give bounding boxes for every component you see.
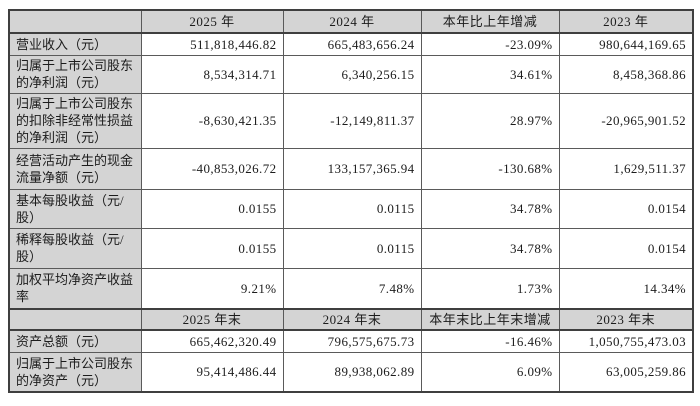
value-cell: 1,050,755,473.03 bbox=[558, 329, 694, 353]
row-label: 资产总额（元） bbox=[8, 329, 142, 353]
header-2024-end: 2024 年末 bbox=[282, 308, 422, 331]
row-label: 营业收入（元） bbox=[8, 32, 142, 56]
row-label: 稀释每股收益（元/股） bbox=[8, 227, 142, 269]
row-label: 基本每股收益（元/股） bbox=[8, 188, 142, 229]
value-cell: 7.48% bbox=[282, 267, 422, 310]
value-cell: 6.09% bbox=[420, 351, 560, 393]
value-cell: -130.68% bbox=[420, 147, 560, 190]
header-yoy-change: 本年比上年增减 bbox=[420, 9, 560, 34]
value-cell: 0.0115 bbox=[282, 188, 422, 229]
value-cell: 0.0155 bbox=[140, 227, 284, 269]
period-end-header-row: 2025 年末 2024 年末 本年末比上年末增减 2023 年末 bbox=[8, 308, 694, 331]
table-row-basic-eps: 基本每股收益（元/股） 0.0155 0.0115 34.78% 0.0154 bbox=[8, 188, 694, 229]
value-cell: 1.73% bbox=[420, 267, 560, 310]
value-cell: -12,149,811.37 bbox=[282, 92, 422, 149]
value-cell: 34.78% bbox=[420, 188, 560, 229]
value-cell: -20,965,901.52 bbox=[558, 92, 694, 149]
value-cell: 980,644,169.65 bbox=[558, 32, 694, 56]
value-cell: 89,938,062.89 bbox=[282, 351, 422, 393]
table-row-net-profit-excl-nonrecurring: 归属于上市公司股东的扣除非经常性损益的净利润（元） -8,630,421.35 … bbox=[8, 92, 694, 149]
table-row-revenue: 营业收入（元） 511,818,446.82 665,483,656.24 -2… bbox=[8, 32, 694, 56]
value-cell: 133,157,365.94 bbox=[282, 147, 422, 190]
period-header-row: 2025 年 2024 年 本年比上年增减 2023 年 bbox=[8, 9, 694, 34]
value-cell: 34.78% bbox=[420, 227, 560, 269]
value-cell: 28.97% bbox=[420, 92, 560, 149]
row-label: 归属于上市公司股东的净资产（元） bbox=[8, 351, 142, 393]
value-cell: 665,483,656.24 bbox=[282, 32, 422, 56]
row-label: 经营活动产生的现金流量净额（元） bbox=[8, 147, 142, 190]
corner-cell bbox=[8, 9, 142, 34]
corner-cell bbox=[8, 308, 142, 331]
header-2025-end: 2025 年末 bbox=[140, 308, 284, 331]
table-row-total-assets: 资产总额（元） 665,462,320.49 796,575,675.73 -1… bbox=[8, 329, 694, 353]
header-yoy-end-change: 本年末比上年末增减 bbox=[420, 308, 560, 331]
value-cell: 0.0155 bbox=[140, 188, 284, 229]
table-row-operating-cash-flow: 经营活动产生的现金流量净额（元） -40,853,026.72 133,157,… bbox=[8, 147, 694, 190]
value-cell: 9.21% bbox=[140, 267, 284, 310]
value-cell: 63,005,259.86 bbox=[558, 351, 694, 393]
header-2025: 2025 年 bbox=[140, 9, 284, 34]
header-2024: 2024 年 bbox=[282, 9, 422, 34]
header-2023: 2023 年 bbox=[558, 9, 694, 34]
value-cell: -40,853,026.72 bbox=[140, 147, 284, 190]
value-cell: 0.0154 bbox=[558, 227, 694, 269]
value-cell: -16.46% bbox=[420, 329, 560, 353]
row-label: 归属于上市公司股东的净利润（元） bbox=[8, 54, 142, 94]
financial-summary-table: 2025 年 2024 年 本年比上年增减 2023 年 营业收入（元） 511… bbox=[8, 9, 694, 393]
row-label: 加权平均净资产收益率 bbox=[8, 267, 142, 310]
table-row-diluted-eps: 稀释每股收益（元/股） 0.0155 0.0115 34.78% 0.0154 bbox=[8, 227, 694, 269]
value-cell: 0.0154 bbox=[558, 188, 694, 229]
value-cell: -23.09% bbox=[420, 32, 560, 56]
value-cell: 6,340,256.15 bbox=[282, 54, 422, 94]
table-row-weighted-avg-roe: 加权平均净资产收益率 9.21% 7.48% 1.73% 14.34% bbox=[8, 267, 694, 310]
value-cell: -8,630,421.35 bbox=[140, 92, 284, 149]
header-2023-end: 2023 年末 bbox=[558, 308, 694, 331]
row-label: 归属于上市公司股东的扣除非经常性损益的净利润（元） bbox=[8, 92, 142, 149]
value-cell: 95,414,486.44 bbox=[140, 351, 284, 393]
value-cell: 14.34% bbox=[558, 267, 694, 310]
value-cell: 34.61% bbox=[420, 54, 560, 94]
value-cell: 8,458,368.86 bbox=[558, 54, 694, 94]
value-cell: 796,575,675.73 bbox=[282, 329, 422, 353]
value-cell: 1,629,511.37 bbox=[558, 147, 694, 190]
value-cell: 8,534,314.71 bbox=[140, 54, 284, 94]
table-row-net-profit: 归属于上市公司股东的净利润（元） 8,534,314.71 6,340,256.… bbox=[8, 54, 694, 94]
table-row-net-assets: 归属于上市公司股东的净资产（元） 95,414,486.44 89,938,06… bbox=[8, 351, 694, 393]
value-cell: 0.0115 bbox=[282, 227, 422, 269]
value-cell: 511,818,446.82 bbox=[140, 32, 284, 56]
value-cell: 665,462,320.49 bbox=[140, 329, 284, 353]
